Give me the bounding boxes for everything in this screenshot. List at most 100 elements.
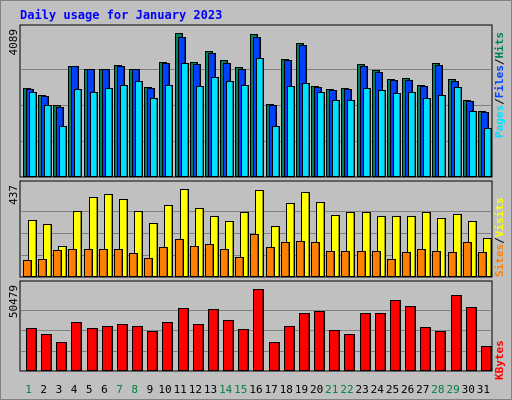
bar-sites-day-7 bbox=[114, 249, 123, 277]
label-files: Files bbox=[493, 65, 506, 98]
bar-pages-day-3 bbox=[59, 126, 67, 177]
bar-visits-day-21 bbox=[331, 215, 340, 277]
bar-visits-day-9 bbox=[149, 223, 158, 277]
bar-pages-day-8 bbox=[135, 81, 143, 177]
bar-kbytes-day-3 bbox=[56, 342, 67, 371]
day-label: 25 bbox=[386, 383, 399, 396]
bar-pages-day-6 bbox=[105, 88, 113, 177]
day-label: 19 bbox=[295, 383, 308, 396]
series-pages bbox=[29, 58, 492, 177]
day-label: 12 bbox=[189, 383, 202, 396]
bar-kbytes-day-6 bbox=[102, 326, 113, 371]
bar-sites-day-15 bbox=[235, 257, 244, 277]
day-label: 11 bbox=[174, 383, 187, 396]
bar-visits-day-10 bbox=[164, 205, 173, 277]
bar-kbytes-day-20 bbox=[314, 311, 325, 371]
day-label: 22 bbox=[340, 383, 353, 396]
day-label: 23 bbox=[355, 383, 368, 396]
series-sites bbox=[23, 234, 487, 277]
bar-pages-day-19 bbox=[302, 83, 310, 177]
bar-kbytes-day-21 bbox=[329, 330, 340, 371]
bar-pages-day-5 bbox=[90, 92, 98, 177]
bar-pages-day-24 bbox=[378, 90, 386, 177]
day-label: 1 bbox=[25, 383, 32, 396]
series-kbytes bbox=[26, 289, 492, 371]
chart-title: Daily usage for January 2023 bbox=[20, 8, 222, 22]
bar-sites-day-19 bbox=[296, 241, 305, 277]
bar-kbytes-day-22 bbox=[344, 334, 355, 371]
label-separator: / bbox=[493, 58, 506, 65]
label-sites: Sites bbox=[493, 244, 506, 277]
bar-sites-day-4 bbox=[68, 249, 77, 277]
day-label: 5 bbox=[86, 383, 93, 396]
bar-sites-day-8 bbox=[129, 253, 138, 277]
bar-kbytes-day-28 bbox=[435, 331, 446, 371]
bar-sites-day-26 bbox=[402, 252, 411, 277]
bar-pages-day-23 bbox=[363, 88, 371, 177]
bar-sites-day-17 bbox=[266, 247, 275, 277]
day-label: 13 bbox=[204, 383, 217, 396]
bar-kbytes-day-2 bbox=[41, 334, 52, 371]
day-label: 3 bbox=[56, 383, 63, 396]
day-label: 14 bbox=[219, 383, 233, 396]
bar-visits-day-18 bbox=[286, 203, 295, 277]
bar-kbytes-day-17 bbox=[269, 342, 280, 371]
bar-visits-day-15 bbox=[240, 212, 249, 277]
bar-visits-day-16 bbox=[255, 190, 264, 277]
bar-kbytes-day-29 bbox=[451, 295, 462, 371]
series-label: Pages/Files/Hits bbox=[493, 32, 506, 138]
bar-sites-day-20 bbox=[311, 242, 320, 277]
bar-kbytes-day-23 bbox=[360, 313, 371, 371]
day-label: 24 bbox=[371, 383, 385, 396]
bar-visits-day-5 bbox=[89, 197, 98, 277]
bar-sites-day-14 bbox=[220, 249, 229, 277]
bar-sites-day-25 bbox=[387, 259, 396, 277]
bar-kbytes-day-27 bbox=[420, 327, 431, 371]
bar-pages-day-25 bbox=[393, 93, 401, 177]
day-label: 7 bbox=[116, 383, 123, 396]
bar-visits-day-23 bbox=[362, 212, 371, 277]
bar-kbytes-day-16 bbox=[253, 289, 264, 371]
day-label: 15 bbox=[234, 383, 247, 396]
bar-kbytes-day-1 bbox=[26, 328, 37, 371]
bar-pages-day-7 bbox=[120, 85, 128, 177]
bar-kbytes-day-9 bbox=[147, 331, 158, 371]
day-label: 2 bbox=[40, 383, 47, 396]
day-label: 29 bbox=[446, 383, 459, 396]
bar-visits-day-1 bbox=[28, 220, 37, 277]
bar-pages-day-29 bbox=[454, 87, 462, 177]
bar-kbytes-day-19 bbox=[299, 313, 310, 371]
label-separator: / bbox=[493, 98, 506, 105]
bar-pages-day-2 bbox=[44, 105, 52, 177]
series-label: KBytes bbox=[493, 340, 506, 380]
bar-visits-day-7 bbox=[119, 199, 128, 277]
label-visits: Visits bbox=[493, 198, 506, 238]
bar-sites-day-3 bbox=[53, 250, 62, 277]
bar-visits-day-8 bbox=[134, 211, 143, 277]
label-separator: / bbox=[493, 237, 506, 244]
bar-visits-day-25 bbox=[392, 216, 401, 277]
bar-visits-day-4 bbox=[73, 211, 82, 277]
day-label: 16 bbox=[249, 383, 262, 396]
bar-pages-day-14 bbox=[226, 81, 234, 177]
bar-sites-day-29 bbox=[448, 252, 457, 277]
bar-sites-day-5 bbox=[84, 249, 93, 277]
bar-pages-day-18 bbox=[287, 86, 295, 177]
y-max-label: 50479 bbox=[7, 285, 20, 318]
bar-sites-day-22 bbox=[341, 251, 350, 277]
bar-visits-day-28 bbox=[437, 218, 446, 277]
bar-visits-day-12 bbox=[195, 208, 204, 277]
bar-kbytes-day-15 bbox=[238, 329, 249, 371]
bar-visits-day-26 bbox=[407, 216, 416, 277]
bar-visits-day-27 bbox=[422, 212, 431, 277]
y-max-label: 437 bbox=[7, 185, 20, 205]
label-kbytes: KBytes bbox=[493, 340, 506, 380]
bar-kbytes-day-5 bbox=[87, 328, 98, 371]
bar-sites-day-12 bbox=[190, 246, 199, 277]
bar-sites-day-6 bbox=[99, 249, 108, 277]
bar-sites-day-30 bbox=[463, 242, 472, 277]
label-hits: Hits bbox=[493, 32, 506, 59]
day-label: 26 bbox=[401, 383, 414, 396]
bar-kbytes-day-13 bbox=[208, 309, 219, 371]
chart-panels: 4089Pages/Files/Hits437Sites/Visits50479… bbox=[7, 24, 506, 380]
